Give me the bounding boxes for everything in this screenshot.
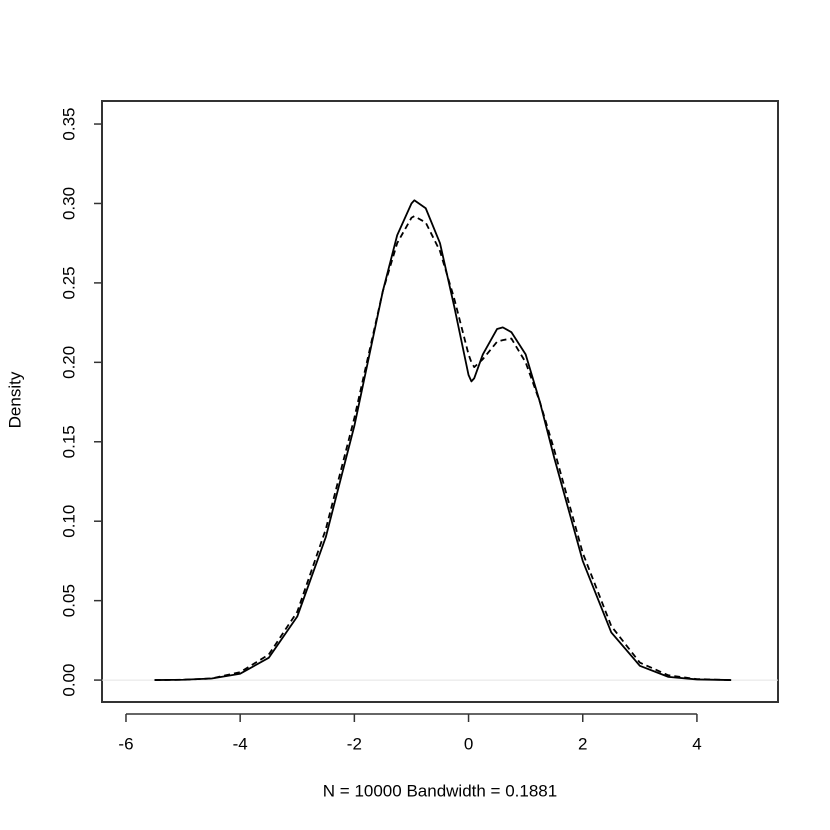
y-tick-label: 0.05 [59,584,78,617]
y-tick-label: 0.10 [59,505,78,538]
x-axis-label: N = 10000 Bandwidth = 0.1881 [323,781,557,800]
density-line [154,199,732,681]
x-tick-label: 4 [692,734,701,753]
x-tick-label: 0 [464,734,473,753]
y-tick-label: 0.20 [59,346,78,379]
y-tick-label: 0.00 [59,664,78,697]
x-tick-label: -4 [233,734,248,753]
plot-box [101,100,779,703]
y-tick-label: 0.35 [59,107,78,140]
density-line [154,215,732,681]
y-axis-label: Density [5,371,24,428]
y-tick-label: 0.25 [59,266,78,299]
x-tick-label: 2 [578,734,587,753]
y-tick-label: 0.15 [59,425,78,458]
y-tick-label: 0.30 [59,187,78,220]
x-tick-label: -2 [347,734,362,753]
x-tick-label: -6 [118,734,133,753]
